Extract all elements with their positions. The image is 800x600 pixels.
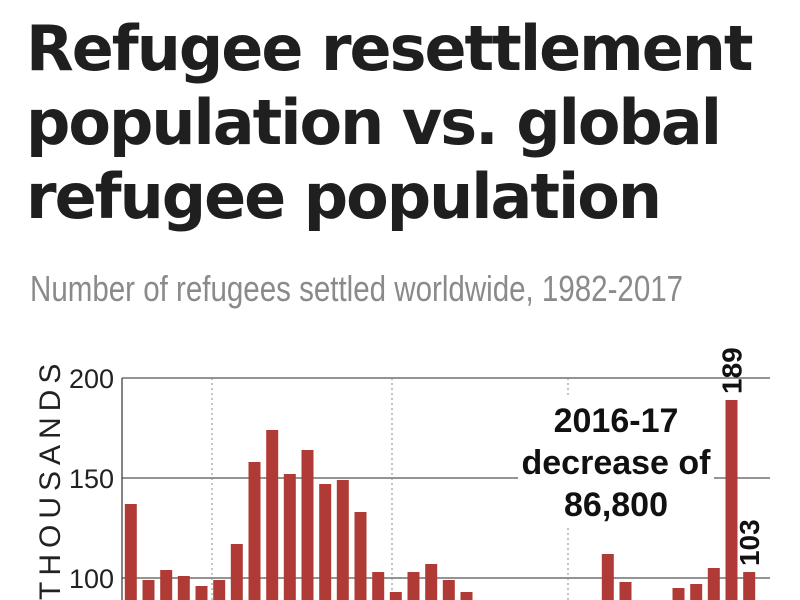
bar-1991 [283,474,296,600]
bar-1989 [248,462,261,600]
chart-title-line-2: population vs. global [26,86,722,159]
annotation-background [518,396,714,528]
annotation-line-1: 2016-17 [554,402,679,440]
bar-1985 [177,576,190,600]
bar-1984 [160,570,173,600]
y-tick-label-100: 100 [69,564,114,594]
bar-1982 [124,504,137,600]
chart-title-line-1: Refugee resettlement [26,12,754,85]
bar-2009 [601,554,614,600]
bar-1999 [425,564,438,600]
data-label-2017: 103 [734,519,765,566]
bar-1997 [389,592,402,600]
annotation-line-2: decrease of [522,444,712,482]
bar-2015 [707,568,720,600]
bar-1998 [407,572,420,600]
data-label-2016: 189 [717,347,748,394]
bar-2016 [725,400,738,600]
chart-title-line-3: refugee population [26,160,662,233]
bar-1990 [266,430,279,600]
bar-1995 [354,512,367,600]
bar-2010 [619,582,632,600]
bar-1993 [319,484,332,600]
chart-subtitle: Number of refugees settled worldwide, 19… [30,268,684,309]
annotation-line-3: 86,800 [564,486,668,524]
bar-1986 [195,586,208,600]
y-axis-label: THOUSANDS [34,358,67,600]
bar-2013 [672,588,685,600]
bar-1987 [213,580,226,600]
bar-1996 [372,572,385,600]
bar-2017 [743,572,756,600]
bar-1992 [301,450,314,600]
bar-2000 [442,580,455,600]
chart-title: Refugee resettlement population vs. glob… [26,12,796,234]
bar-1988 [230,544,243,600]
bar-1994 [336,480,349,600]
bar-2014 [690,584,703,600]
y-tick-label-150: 150 [69,464,114,494]
bar-1983 [142,580,155,600]
bar-2001 [460,592,473,600]
y-tick-label-200: 200 [69,364,114,394]
